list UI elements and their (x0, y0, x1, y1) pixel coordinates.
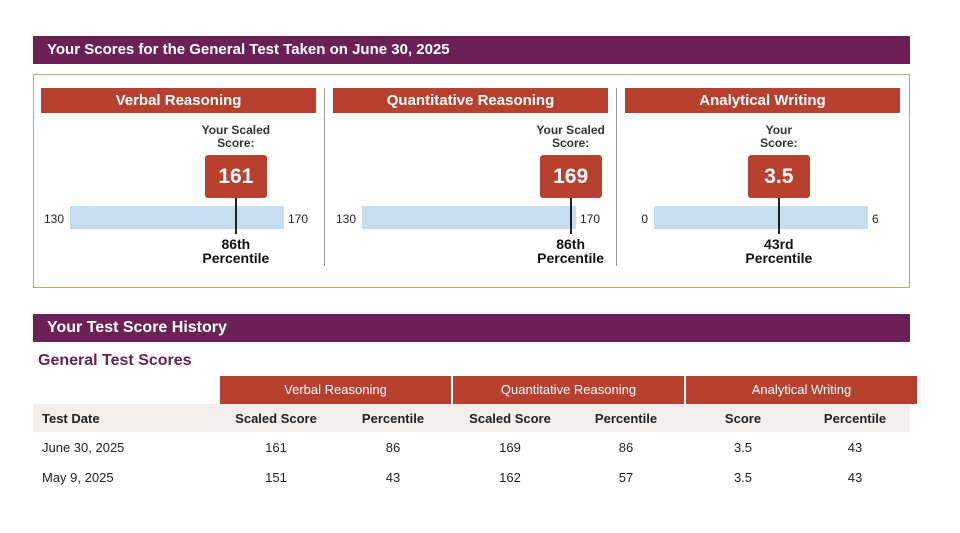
group-header: Analytical Writing (686, 376, 917, 404)
scale-max: 170 (288, 212, 309, 226)
column-header: Percentile (361, 411, 425, 426)
percentile: Percentile (537, 250, 605, 266)
cell: 151 (265, 470, 287, 485)
divider (616, 88, 617, 266)
divider (324, 88, 325, 266)
group-header: Verbal Reasoning (220, 376, 451, 404)
score-label: Your (765, 123, 793, 137)
history-subtitle: General Test Scores (38, 352, 192, 369)
marker (777, 198, 780, 234)
scale-bar (654, 206, 868, 229)
percentile: Percentile (202, 250, 270, 266)
cell: 43 (847, 470, 863, 485)
cell: June 30, 2025 (42, 440, 125, 455)
score: 3.5 (747, 155, 810, 198)
column-header: Scaled Score (469, 411, 551, 426)
scale-max: 170 (580, 212, 601, 226)
percentile: Percentile (745, 250, 813, 266)
marker (234, 198, 237, 234)
scores-header: Your Scores for the General Test Taken o… (33, 36, 910, 64)
history-header: Your Test Score History (33, 314, 910, 342)
cell: 86 (385, 440, 401, 455)
group-header: Quantitative Reasoning (453, 376, 684, 404)
score-label: Score: (760, 136, 798, 150)
cell: 161 (265, 440, 287, 455)
score-label: Score: (551, 136, 590, 150)
cell: 43 (385, 470, 401, 485)
scale-min: 130 (43, 212, 64, 226)
cell: 57 (618, 470, 634, 485)
panel-title: Analytical Writing (625, 88, 900, 113)
column-header-row (33, 404, 910, 432)
panel-title: Verbal Reasoning (41, 88, 316, 113)
score-label: Your Scaled (536, 123, 605, 137)
column-header: Test Date (42, 411, 100, 426)
scale-min: 130 (335, 212, 356, 226)
percentile: 86th (221, 236, 251, 252)
column-header: Scaled Score (235, 411, 317, 426)
column-header: Percentile (594, 411, 658, 426)
score: 169 (539, 155, 602, 198)
percentile: 86th (556, 236, 586, 252)
cell: May 9, 2025 (42, 470, 114, 485)
panel-title: Quantitative Reasoning (333, 88, 608, 113)
cell: 43 (847, 440, 863, 455)
scale-max: 6 (872, 212, 879, 226)
scale-bar (70, 206, 284, 229)
cell: 169 (499, 440, 521, 455)
cell: 3.5 (733, 470, 753, 485)
scores-box (33, 74, 910, 288)
cell: 162 (499, 470, 521, 485)
column-header: Percentile (823, 411, 887, 426)
scale-min: 0 (641, 212, 648, 226)
percentile: 43rd (764, 236, 794, 252)
score: 161 (204, 155, 267, 198)
cell: 3.5 (733, 440, 753, 455)
score-label: Score: (217, 136, 255, 150)
cell: 86 (618, 440, 634, 455)
column-header: Score (724, 411, 762, 426)
scale-bar (362, 206, 576, 229)
score-label: Your Scaled (201, 123, 271, 137)
marker (569, 198, 572, 234)
